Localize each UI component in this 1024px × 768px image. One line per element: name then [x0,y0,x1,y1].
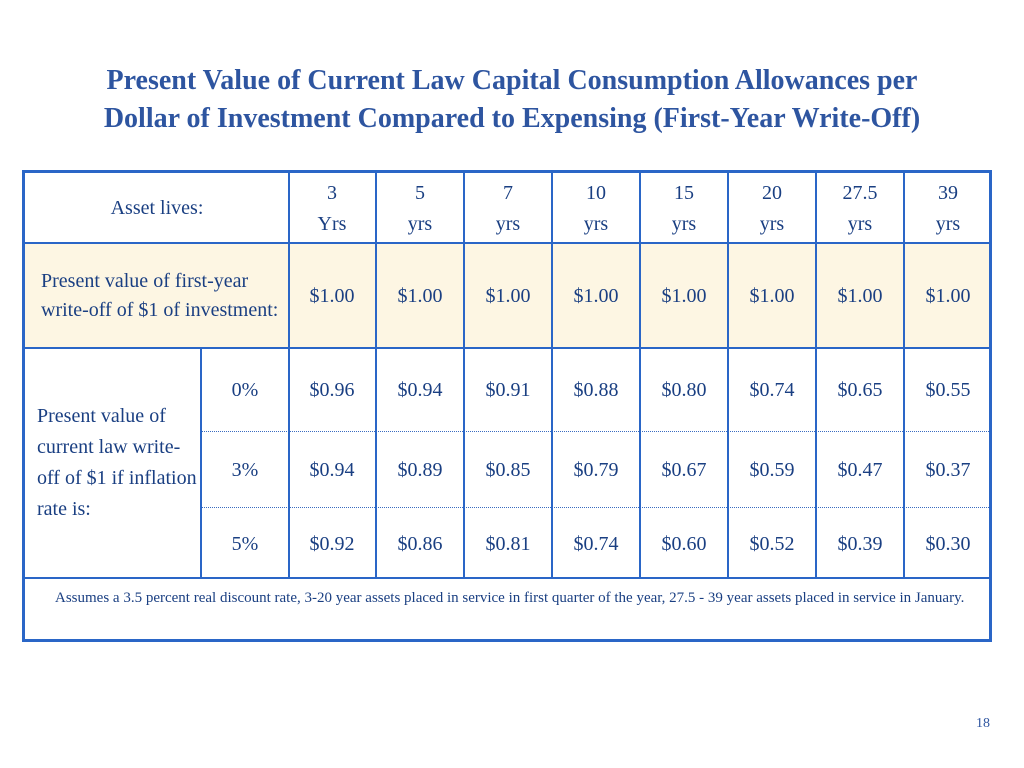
slide-title-line-1: Present Value of Current Law Capital Con… [106,65,918,96]
current-law-value: $0.85 [485,459,531,481]
asset-life-unit: Yrs [317,213,347,235]
asset-life-header-5: 15 yrs [641,177,727,241]
first-year-value: $1.00 [925,285,971,307]
current-law-value: $0.86 [397,533,443,555]
asset-life-years: 5 [415,182,425,204]
col-divider-1 [375,173,377,577]
current-law-value: $0.60 [661,533,707,555]
dotted-divider-2 [202,507,989,508]
col-divider-5 [727,173,729,577]
col-divider-2 [463,173,465,577]
inflation-rate-label: 0% [231,379,259,401]
asset-life-unit: yrs [583,213,609,235]
asset-life-unit: yrs [935,213,961,235]
page-number: 18 [976,716,990,731]
allowances-table: Asset lives: 3 Yrs 5 yrs 7 yrs 10 yrs 15 yrs 20 yrs… [22,170,992,642]
asset-life-header-6: 20 yrs [729,177,815,241]
asset-life-header-8: 39 yrs [905,177,991,241]
first-year-value: $1.00 [573,285,619,307]
current-law-value: $0.96 [309,379,355,401]
current-law-value: $0.74 [749,379,795,401]
inflation-rate-label: 5% [231,533,259,555]
col-divider-7 [903,173,905,577]
col-divider-4 [639,173,641,577]
asset-life-header-4: 10 yrs [553,177,639,241]
dotted-divider-1 [202,431,989,432]
divider-header [25,242,989,244]
asset-life-years: 39 [938,182,958,204]
current-law-value: $0.39 [837,533,883,555]
current-law-value: $0.52 [749,533,795,555]
current-law-value: $0.92 [309,533,355,555]
current-law-value: $0.30 [925,533,971,555]
col-divider-3 [551,173,553,577]
asset-lives-label: Asset lives: [110,197,204,219]
asset-life-years: 20 [762,182,782,204]
asset-life-years: 15 [674,182,694,204]
col-divider-rate [200,349,202,577]
asset-life-years: 7 [503,182,513,204]
col-divider-6 [815,173,817,577]
divider-first-year [25,347,989,349]
first-year-row-background [25,243,989,347]
asset-life-header-3: 7 yrs [465,177,551,241]
current-law-value: $0.67 [661,459,707,481]
asset-life-unit: yrs [495,213,521,235]
current-law-value: $0.81 [485,533,531,555]
first-year-value: $1.00 [837,285,883,307]
asset-life-header-1: 3 Yrs [289,177,375,241]
current-law-value: $0.80 [661,379,707,401]
current-law-value: $0.79 [573,459,619,481]
first-year-label: Present value of first-year write-off of… [41,270,279,321]
asset-life-years: 3 [327,182,337,204]
asset-life-unit: yrs [671,213,697,235]
current-law-value: $0.37 [925,459,971,481]
current-law-value: $0.47 [837,459,883,481]
asset-life-unit: yrs [847,213,873,235]
asset-life-header-2: 5 yrs [377,177,463,241]
asset-life-years: 27.5 [842,182,878,204]
first-year-value: $1.00 [397,285,443,307]
current-law-value: $0.94 [397,379,443,401]
slide-title: Present Value of Current Law Capital Con… [20,62,1004,138]
asset-life-years: 10 [586,182,606,204]
asset-life-header-7: 27.5 yrs [817,177,903,241]
current-law-value: $0.89 [397,459,443,481]
slide-title-line-2: Dollar of Investment Compared to Expensi… [103,103,921,134]
current-law-value: $0.74 [573,533,619,555]
inflation-rate-label: 3% [231,459,259,481]
first-year-value: $1.00 [309,285,355,307]
asset-life-unit: yrs [407,213,433,235]
col-divider-label [288,173,290,577]
current-law-value: $0.94 [309,459,355,481]
current-law-value: $0.65 [837,379,883,401]
current-law-value: $0.88 [573,379,619,401]
first-year-value: $1.00 [485,285,531,307]
asset-life-unit: yrs [759,213,785,235]
first-year-value: $1.00 [749,285,795,307]
first-year-value: $1.00 [661,285,707,307]
current-law-label: Present value of current law write-off o… [37,405,197,520]
current-law-value: $0.91 [485,379,531,401]
divider-notes [25,577,989,579]
current-law-value: $0.55 [925,379,971,401]
footnote: Assumes a 3.5 percent real discount rate… [55,590,965,606]
current-law-value: $0.59 [749,459,795,481]
